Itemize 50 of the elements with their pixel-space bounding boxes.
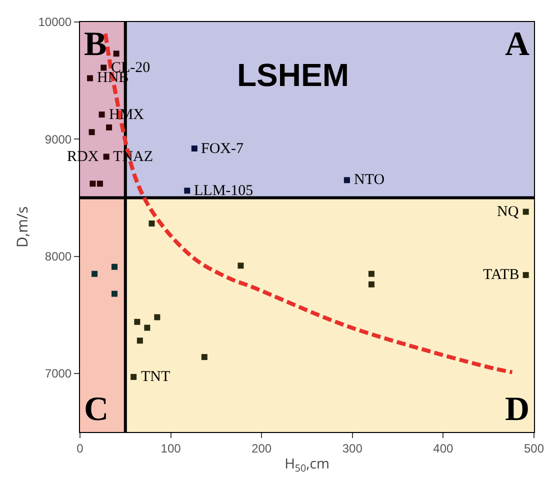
point bbox=[368, 281, 374, 288]
y-axis-title: D,m/s bbox=[12, 206, 32, 248]
point bbox=[522, 208, 529, 215]
annotation: FOX-7 bbox=[201, 141, 244, 157]
point bbox=[100, 64, 107, 71]
annotation: TNT bbox=[141, 369, 170, 385]
point bbox=[86, 75, 93, 82]
annotation: NTO bbox=[354, 172, 385, 188]
point bbox=[144, 324, 150, 331]
x-tick-label: 300 bbox=[342, 441, 363, 456]
annotation: A bbox=[505, 26, 530, 63]
annotation: C bbox=[84, 391, 109, 428]
y-tick-label: 9000 bbox=[44, 132, 72, 146]
point bbox=[92, 270, 98, 277]
point bbox=[134, 318, 140, 325]
point bbox=[154, 314, 160, 320]
point bbox=[106, 124, 112, 130]
point bbox=[90, 180, 96, 187]
x-tick-label: 0 bbox=[76, 441, 84, 456]
point bbox=[184, 188, 190, 194]
point bbox=[98, 112, 105, 118]
point bbox=[88, 129, 95, 136]
point bbox=[113, 50, 120, 57]
x-tick-label: 500 bbox=[524, 441, 544, 456]
y-tick-label: 10000 bbox=[38, 15, 72, 30]
y-tick-label: 7000 bbox=[44, 366, 72, 381]
point bbox=[368, 270, 374, 277]
point bbox=[103, 154, 110, 160]
point bbox=[191, 146, 198, 152]
point bbox=[96, 180, 103, 187]
annotation: B bbox=[84, 26, 107, 63]
x-tick-label: 100 bbox=[160, 441, 182, 456]
point bbox=[344, 177, 350, 184]
point bbox=[130, 374, 137, 380]
point bbox=[136, 338, 143, 344]
y-tick-label: 8000 bbox=[44, 249, 72, 264]
annotation: LLM-105 bbox=[194, 183, 254, 199]
point bbox=[112, 264, 118, 270]
x-tick-label: 200 bbox=[252, 441, 272, 456]
annotation: TATB bbox=[483, 267, 520, 283]
annotation: NQ bbox=[497, 204, 519, 220]
point bbox=[238, 262, 244, 269]
annotation: D bbox=[505, 391, 530, 428]
x-axis-title: H$_{50}$,cm bbox=[284, 454, 330, 475]
annotation: LSHEM bbox=[237, 57, 349, 93]
point bbox=[522, 272, 529, 278]
point bbox=[148, 220, 155, 226]
point bbox=[112, 290, 118, 297]
x-tick-label: 400 bbox=[433, 441, 454, 456]
point bbox=[201, 354, 208, 360]
